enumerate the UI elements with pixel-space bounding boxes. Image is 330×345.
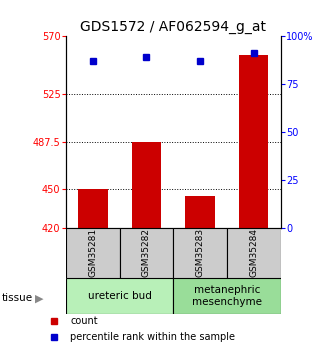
Bar xyxy=(132,142,161,228)
Title: GDS1572 / AF062594_g_at: GDS1572 / AF062594_g_at xyxy=(80,20,266,34)
Text: GSM35282: GSM35282 xyxy=(142,228,151,277)
Text: ▶: ▶ xyxy=(35,294,43,303)
Bar xyxy=(185,196,215,228)
Bar xyxy=(66,228,120,278)
Bar xyxy=(227,228,280,278)
Bar xyxy=(239,55,268,228)
Bar xyxy=(173,278,280,314)
Bar xyxy=(66,278,173,314)
Text: ureteric bud: ureteric bud xyxy=(88,291,151,301)
Text: percentile rank within the sample: percentile rank within the sample xyxy=(70,332,235,342)
Bar xyxy=(78,189,108,228)
Text: GSM35281: GSM35281 xyxy=(88,228,97,277)
Bar xyxy=(119,228,173,278)
Text: metanephric
mesenchyme: metanephric mesenchyme xyxy=(192,285,262,307)
Text: GSM35284: GSM35284 xyxy=(249,228,258,277)
Bar xyxy=(173,228,227,278)
Text: GSM35283: GSM35283 xyxy=(196,228,205,277)
Text: tissue: tissue xyxy=(2,294,33,303)
Text: count: count xyxy=(70,316,98,326)
